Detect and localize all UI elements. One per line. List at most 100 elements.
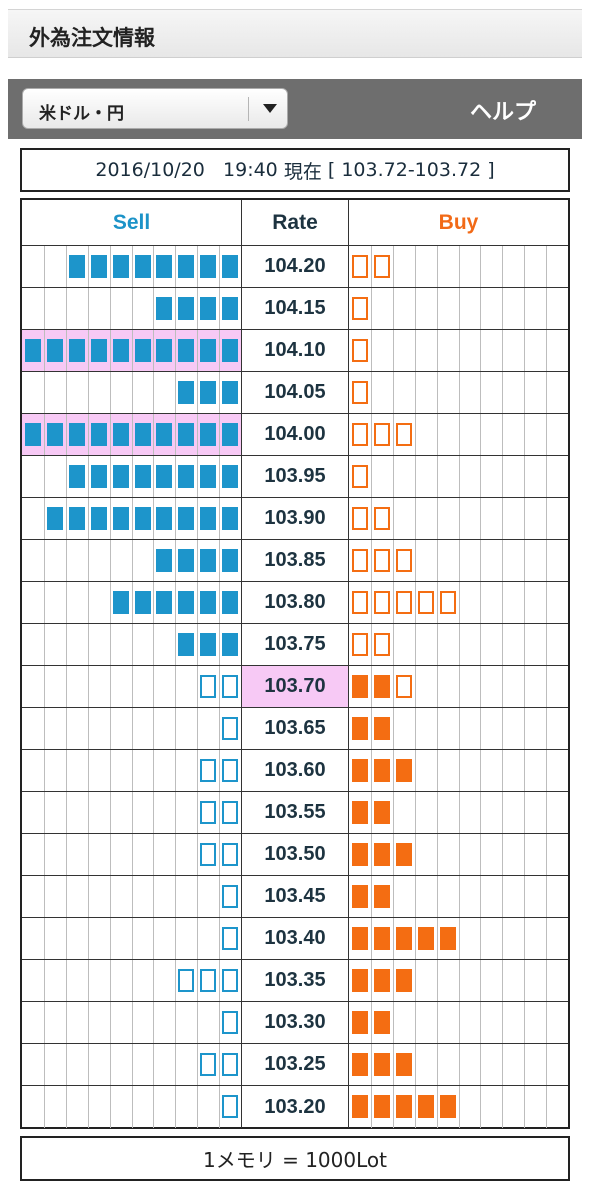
grid-line — [131, 918, 133, 959]
grid-line — [524, 414, 526, 455]
rate-cell: 103.55 — [241, 792, 349, 833]
grid-line — [219, 1086, 221, 1128]
grid-line — [546, 960, 548, 1001]
grid-line — [436, 582, 438, 623]
board-row: 103.70 — [22, 666, 568, 708]
grid-line — [153, 876, 155, 917]
currency-select[interactable]: 米ドル・円 — [22, 88, 288, 129]
grid-line — [65, 792, 67, 833]
board-row: 103.90 — [22, 498, 568, 540]
grid-line — [392, 624, 394, 665]
grid-line — [65, 498, 67, 539]
grid-line — [414, 792, 416, 833]
grid-line — [414, 288, 416, 329]
buy-cell — [349, 834, 568, 875]
column-header-buy: Buy — [438, 210, 479, 234]
grid-line — [153, 246, 155, 287]
sell-cell — [22, 918, 241, 959]
sell-cell — [22, 372, 241, 413]
grid-line — [153, 456, 155, 497]
buy-memory-block — [395, 969, 412, 992]
rate-cell: 104.15 — [241, 288, 349, 329]
grid-line — [502, 918, 504, 959]
sell-memory-block — [200, 675, 217, 698]
grid-line — [546, 792, 548, 833]
grid-line — [87, 1086, 89, 1128]
grid-line — [370, 1086, 372, 1128]
rate-cell: 103.45 — [241, 876, 349, 917]
grid-line — [458, 1086, 460, 1128]
sell-memory-block — [178, 297, 195, 320]
grid-line — [546, 666, 548, 707]
grid-line — [197, 1044, 199, 1085]
grid-line — [436, 1002, 438, 1043]
grid-line — [197, 708, 199, 749]
grid-line — [65, 918, 67, 959]
help-button[interactable]: ヘルプ — [470, 100, 537, 125]
buy-cell — [349, 414, 568, 455]
grid-line — [436, 288, 438, 329]
sell-memory-block — [134, 255, 151, 278]
sell-cell — [22, 288, 241, 329]
buy-memory-block — [352, 843, 368, 866]
grid-line — [197, 792, 199, 833]
grid-line — [502, 540, 504, 581]
grid-line — [392, 834, 394, 875]
sell-cell — [22, 498, 241, 539]
buy-cell — [349, 624, 568, 665]
grid-line — [480, 330, 482, 371]
grid-line — [153, 624, 155, 665]
grid-line — [175, 1086, 177, 1128]
sell-memory-block — [178, 507, 195, 530]
sell-cell — [22, 624, 241, 665]
grid-line — [175, 792, 177, 833]
grid-line — [480, 624, 482, 665]
grid-line — [392, 792, 394, 833]
buy-memory-block — [352, 465, 368, 488]
grid-line — [480, 456, 482, 497]
sell-memory-block — [222, 633, 239, 656]
buy-memory-block — [373, 843, 390, 866]
grid-line — [131, 582, 133, 623]
grid-line — [153, 1002, 155, 1043]
grid-line — [546, 498, 548, 539]
sell-cell — [22, 834, 241, 875]
grid-line — [219, 876, 221, 917]
grid-line — [502, 582, 504, 623]
grid-line — [524, 750, 526, 791]
board-row: 104.05 — [22, 372, 568, 414]
grid-line — [153, 498, 155, 539]
grid-line — [480, 834, 482, 875]
grid-line — [153, 708, 155, 749]
sell-memory-block — [25, 339, 41, 362]
sell-memory-block — [46, 423, 63, 446]
sell-memory-block — [200, 801, 217, 824]
sell-cell — [22, 1044, 241, 1085]
grid-line — [392, 918, 394, 959]
grid-line — [480, 372, 482, 413]
grid-line — [436, 372, 438, 413]
grid-line — [175, 288, 177, 329]
sell-memory-block — [112, 507, 129, 530]
grid-line — [219, 792, 221, 833]
grid-line — [392, 1002, 394, 1043]
grid-line — [131, 498, 133, 539]
grid-line — [87, 918, 89, 959]
grid-line — [546, 330, 548, 371]
sell-cell — [22, 708, 241, 749]
sell-memory-block — [112, 255, 129, 278]
grid-line — [219, 456, 221, 497]
grid-line — [43, 750, 45, 791]
sell-memory-block — [200, 759, 217, 782]
grid-line — [392, 498, 394, 539]
sell-memory-block — [46, 507, 63, 530]
grid-line — [436, 876, 438, 917]
grid-line — [131, 330, 133, 371]
grid-line — [109, 1086, 111, 1128]
grid-line — [414, 1044, 416, 1085]
grid-line — [414, 456, 416, 497]
grid-line — [175, 582, 177, 623]
grid-line — [65, 708, 67, 749]
grid-line — [370, 1002, 372, 1043]
grid-line — [87, 834, 89, 875]
